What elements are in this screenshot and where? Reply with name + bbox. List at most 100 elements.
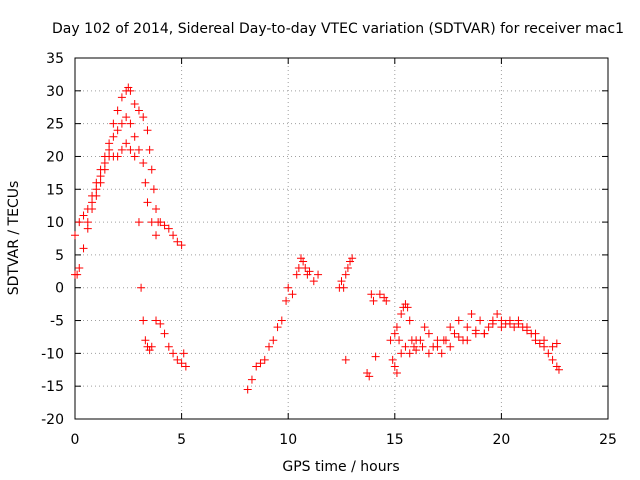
data-point-arc-1-upper <box>145 145 154 154</box>
y-tick-label: 15 <box>46 182 64 198</box>
data-point-arc-2 <box>288 290 297 299</box>
data-point-arc-1-upper <box>147 165 156 174</box>
data-point-arc-4-lower <box>439 336 448 345</box>
data-point-arc-2 <box>273 323 282 332</box>
data-point-arc-1-upper <box>134 106 143 115</box>
data-point-arc-1-upper <box>126 86 135 95</box>
data-point-arc-1-mid <box>134 145 143 154</box>
data-point-arc-1-upper <box>109 119 118 128</box>
data-point-arc-3 <box>346 257 355 266</box>
data-point-arc-1-upper <box>117 93 126 102</box>
y-axis-label: SDTVAR / TECUs <box>6 181 22 296</box>
data-point-arc-2 <box>309 277 318 286</box>
data-point-arc-1-mid <box>122 113 131 122</box>
data-point-arc-3 <box>343 264 352 273</box>
data-point-arc-4 <box>535 339 544 348</box>
data-point-arc-1-lower <box>160 329 169 338</box>
data-point-arc-1-lower <box>137 283 146 292</box>
data-point-arc-2 <box>256 359 265 368</box>
data-point-arc-2 <box>314 270 323 279</box>
data-point-arc-1-mid <box>126 119 135 128</box>
data-point-arc-1-lower <box>122 139 131 148</box>
data-point-arc-4-lower <box>454 332 463 341</box>
data-point-arc-4-lower <box>497 323 506 332</box>
data-point-arc-2 <box>284 283 293 292</box>
data-point-arc-4-lower <box>531 329 540 338</box>
data-point-arc-4 <box>420 323 429 332</box>
data-point-arc-4 <box>484 323 493 332</box>
data-point-arc-1-mid <box>147 218 156 227</box>
data-point-arc-1-lower <box>117 145 126 154</box>
data-point-arc-3 <box>341 270 350 279</box>
data-point-arc-4-lower <box>397 349 406 358</box>
data-point-arc-1-mid <box>88 198 97 207</box>
data-point-arc-4 <box>476 316 485 325</box>
data-point-arc-4-lower <box>390 362 399 371</box>
chart-title: Day 102 of 2014, Sidereal Day-to-day VTE… <box>52 21 624 37</box>
x-tick-label: 10 <box>279 432 297 448</box>
data-point-arc-2 <box>292 270 301 279</box>
data-point-arc-1-lower <box>177 359 186 368</box>
data-point-arc-1-mid <box>92 185 101 194</box>
data-point-arc-4-lower <box>412 336 421 345</box>
data-point-arc-1-upper <box>173 237 182 246</box>
data-point-arc-1-upper <box>169 231 178 240</box>
data-point-arc-1-upper <box>113 106 122 115</box>
data-point-arc-1-upper <box>143 126 152 135</box>
data-point-arc-1-mid <box>139 159 148 168</box>
data-point-arc-2 <box>301 264 310 273</box>
data-point-arc-4 <box>450 329 459 338</box>
data-point-arc-4 <box>375 290 384 299</box>
x-tick-label: 15 <box>386 432 404 448</box>
data-point-arc-4 <box>371 352 380 361</box>
data-point-arc-1-lower <box>75 264 84 273</box>
data-point-arc-4-lower <box>522 323 531 332</box>
y-tick-label: -10 <box>41 346 64 362</box>
data-point-arc-2 <box>277 316 286 325</box>
data-point-arc-4 <box>446 323 455 332</box>
y-tick-label: 20 <box>46 149 64 165</box>
data-point-arc-4 <box>467 309 476 318</box>
data-point-arc-4 <box>554 365 563 374</box>
data-point-arc-1-mid <box>152 231 161 240</box>
data-point-arc-4 <box>454 316 463 325</box>
data-point-arc-4-lower <box>446 342 455 351</box>
data-point-arc-1-lower <box>147 342 156 351</box>
y-tick-label: 25 <box>46 117 64 133</box>
data-point-arc-4 <box>382 296 391 305</box>
y-tick-label: -5 <box>50 314 64 330</box>
x-axis-label: GPS time / hours <box>282 459 399 475</box>
data-point-arc-4 <box>386 336 395 345</box>
data-point-arc-4 <box>424 329 433 338</box>
y-tick-label: 35 <box>46 51 64 67</box>
data-point-arc-4-lower <box>548 342 557 351</box>
data-point-arc-4-lower <box>392 369 401 378</box>
data-point-arc-1-lower <box>164 342 173 351</box>
data-point-arc-4 <box>552 362 561 371</box>
data-point-arc-1-mid <box>83 218 92 227</box>
data-point-arc-1-mid <box>96 172 105 181</box>
data-point-arc-1-upper <box>149 185 158 194</box>
data-point-arc-3 <box>339 283 348 292</box>
data-point-arc-1-upper <box>160 221 169 230</box>
data-point-arc-2 <box>282 296 291 305</box>
data-point-arc-1-upper <box>124 83 133 92</box>
data-point-arc-4 <box>367 290 376 299</box>
data-point-arc-4-lower <box>488 319 497 328</box>
data-point-arc-1-lower <box>181 362 190 371</box>
data-point-arc-1-lower <box>156 319 165 328</box>
plot-frame <box>74 57 609 420</box>
data-point-arc-3 <box>341 355 350 364</box>
data-point-arc-4 <box>403 303 412 312</box>
data-point-arc-4 <box>365 372 374 381</box>
data-point-arc-4-lower <box>540 336 549 345</box>
data-point-arc-4-lower <box>505 319 514 328</box>
data-point-arc-2 <box>265 342 274 351</box>
data-point-arc-4-lower <box>424 349 433 358</box>
grid <box>75 58 608 419</box>
data-point-arc-2 <box>260 355 269 364</box>
data-point-arc-4 <box>548 355 557 364</box>
data-point-arc-4 <box>412 346 421 355</box>
data-point-arc-1-lower <box>113 152 122 161</box>
data-point-arc-1-lower <box>73 270 82 279</box>
